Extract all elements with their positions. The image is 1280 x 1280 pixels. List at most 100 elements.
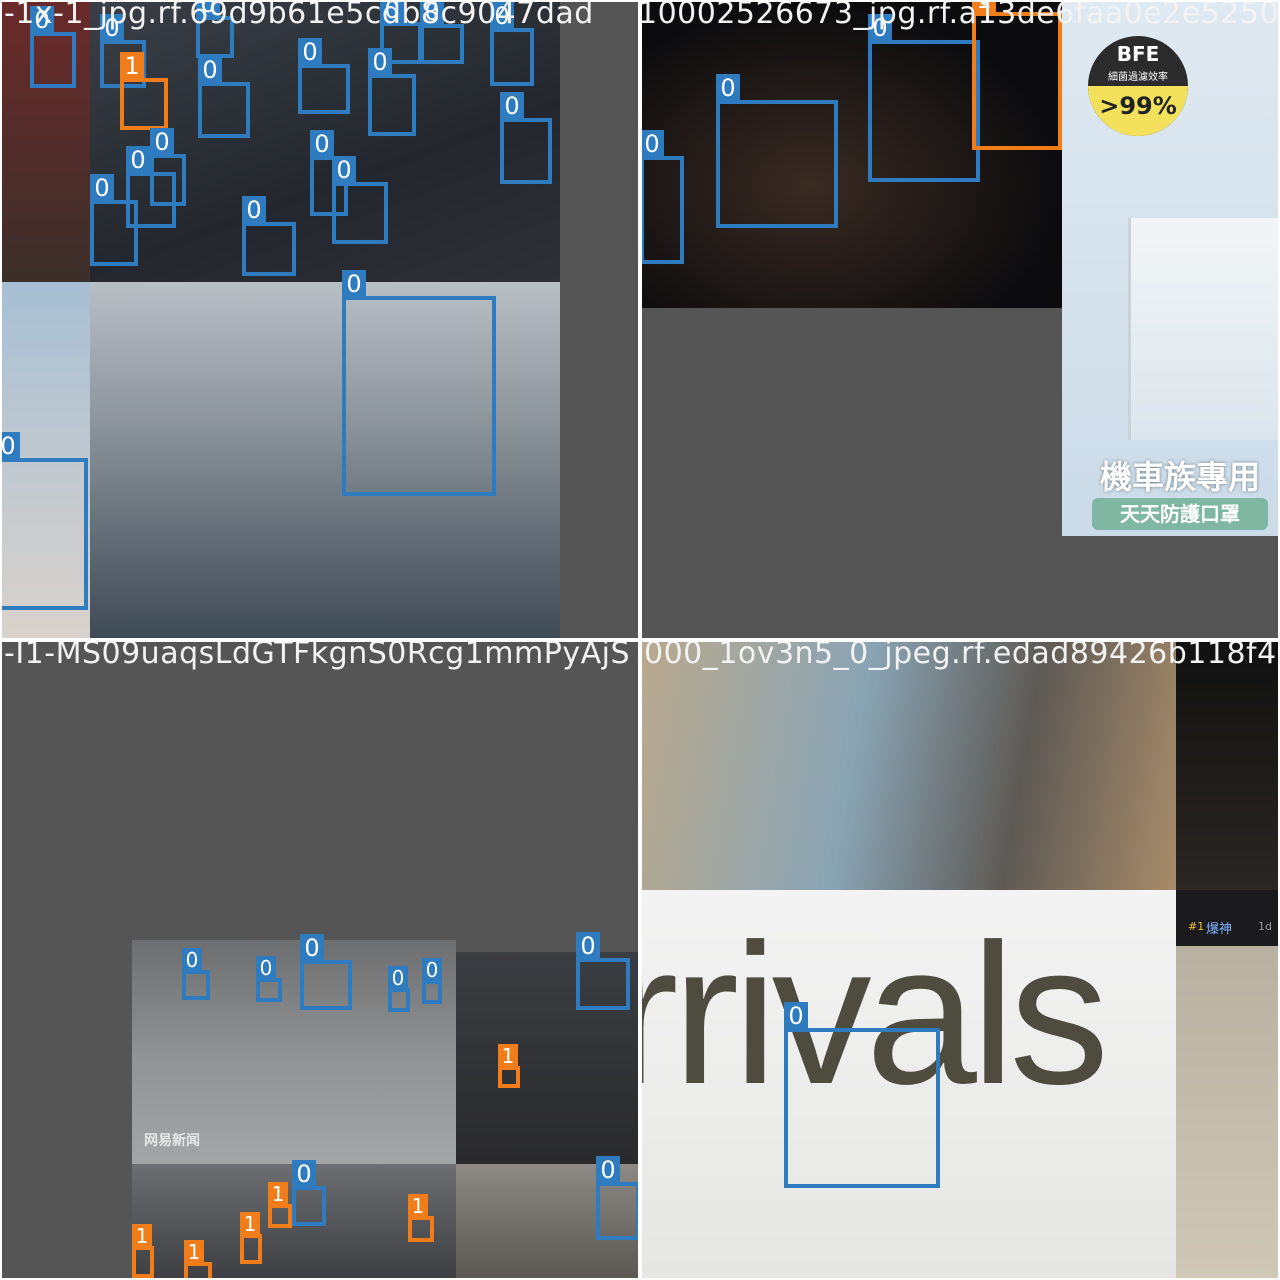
tile-filename: -I1-MS09uaqsLdGTFkgnS0Rcg1mmPyAjS	[4, 642, 630, 671]
class-label: 1	[498, 1044, 518, 1068]
bfe-value: >99%	[1099, 92, 1177, 120]
detection-box: 0	[300, 934, 352, 1010]
detection-box: 0	[422, 958, 442, 1004]
class-label: 0	[90, 174, 114, 202]
class-label: 0	[642, 130, 664, 158]
bfe-subtitle: 細菌過濾效率	[1108, 72, 1168, 83]
detection-box: 0	[2, 432, 88, 610]
detection-box: 0	[198, 56, 250, 138]
class-label: 0	[784, 1002, 808, 1030]
class-label: 0	[342, 270, 366, 298]
detection-box: 0	[182, 948, 210, 1000]
class-label: 0	[300, 934, 324, 962]
class-label: 0	[126, 146, 150, 174]
class-label: 0	[368, 48, 392, 76]
tile-filename: -1x-1_jpg.rf.69d9b61e5cdb8c9047dad	[4, 2, 594, 31]
subway-photo	[90, 282, 560, 638]
detection-box: 0	[342, 270, 496, 496]
detection-box: 1	[120, 52, 168, 130]
class-label: 0	[100, 14, 124, 42]
class-label: 0	[150, 128, 174, 156]
detection-box: 0	[388, 966, 410, 1012]
mosaic-tile-bottom-left: 网易新闻 -I1-MS09uaqsLdGTFkgnS0Rcg1mmPyAjS 0…	[2, 642, 638, 1278]
detection-box: 0	[90, 174, 138, 266]
mask-advert-photo: BFE 細菌過濾效率 >99% 機車族專用 天天防護口罩	[1062, 2, 1278, 536]
class-label: 0	[420, 2, 444, 26]
night-street-photo	[642, 2, 1062, 308]
forum-user: 爆神	[1206, 922, 1233, 937]
mask-package	[1128, 218, 1278, 440]
class-label: 0	[716, 74, 740, 102]
detection-box: 0	[310, 130, 348, 216]
forum-age: 1d	[1258, 920, 1272, 933]
ad-headline: 機車族專用	[1099, 458, 1260, 496]
detection-box: 0	[642, 130, 684, 264]
class-label: 0	[388, 966, 408, 990]
detection-box: 0	[420, 2, 464, 64]
detection-box: 0	[150, 128, 186, 206]
detection-box: 0	[596, 1156, 638, 1240]
blanket-photo	[642, 642, 1176, 890]
class-label: 1	[132, 1224, 152, 1248]
detection-box: 0	[716, 74, 838, 228]
class-label: 1	[184, 1240, 204, 1264]
detection-box: 0	[332, 156, 388, 244]
forum-rank: #1	[1188, 920, 1205, 933]
class-label: 0	[576, 932, 600, 960]
class-label: 0	[310, 130, 334, 158]
class-label: 0	[292, 1160, 316, 1188]
forum-screenshot-photo: #1 爆神 1d	[1176, 890, 1278, 1278]
class-label: 0	[198, 56, 222, 84]
class-label: 0	[196, 2, 220, 18]
class-label: 0	[298, 38, 322, 66]
detection-box: 1	[268, 1182, 292, 1228]
detection-box: 0	[368, 48, 416, 136]
class-label: 1	[408, 1194, 428, 1218]
class-label: 0	[500, 92, 524, 120]
arcade-photo	[456, 952, 638, 1164]
detection-box: 1	[408, 1194, 434, 1242]
detection-box: 0	[256, 956, 282, 1002]
class-label: 0	[596, 1156, 620, 1184]
detection-box: 0	[784, 1002, 940, 1188]
class-label: 0	[182, 948, 202, 972]
class-label: 0	[2, 432, 20, 460]
detection-box: 0	[298, 38, 350, 114]
class-label: 1	[240, 1212, 260, 1236]
detection-box: 0	[576, 932, 630, 1010]
detection-box: 1	[972, 2, 1062, 150]
mosaic-tile-top-right: BFE 細菌過濾效率 >99% 機車族專用 天天防護口罩 10002526673…	[642, 2, 1278, 638]
class-label: 1	[268, 1182, 288, 1206]
detection-box: 0	[242, 196, 296, 276]
detection-box: 0	[500, 92, 552, 184]
bfe-badge: BFE 細菌過濾效率 >99%	[1088, 36, 1188, 136]
class-label: 0	[256, 956, 276, 980]
arrivals-photo: rrivals	[642, 890, 1176, 1278]
detection-box: 0	[490, 2, 534, 86]
detection-box: 0	[380, 2, 422, 64]
class-label: 0	[380, 2, 404, 24]
class-label: 0	[422, 958, 442, 982]
ad-subline: 天天防護口罩	[1092, 498, 1268, 530]
detection-box: 1	[498, 1044, 520, 1088]
class-label: 0	[242, 196, 266, 224]
detection-box: 1	[132, 1224, 154, 1278]
watermark: 网易新闻	[144, 1133, 200, 1149]
dark-sign-photo	[1176, 642, 1278, 890]
class-label: 0	[868, 14, 892, 42]
class-label: 0	[332, 156, 356, 184]
mosaic-tile-top-left: -1x-1_jpg.rf.69d9b61e5cdb8c9047dad 0 0 1…	[2, 2, 638, 638]
arrivals-sign: rrivals	[642, 903, 1109, 1126]
detection-box: 1	[240, 1212, 262, 1264]
detection-box: 1	[184, 1240, 212, 1278]
detection-box: 0	[30, 6, 76, 88]
mosaic-tile-bottom-right: rrivals #1 爆神 1d 000_1ov3n5_0_jpeg.rf.ed…	[642, 642, 1278, 1278]
class-label: 0	[490, 2, 514, 30]
class-label: 1	[120, 52, 144, 80]
class-label: 1	[972, 2, 996, 14]
bfe-title: BFE	[1116, 42, 1160, 66]
tile-filename: 10002526673_jpg.rf.a13de6faa0e2e5250	[642, 2, 1278, 31]
tile-filename: 000_1ov3n5_0_jpeg.rf.edad89426b118f4	[644, 642, 1277, 671]
class-label: 0	[30, 6, 54, 34]
detection-box: 0	[868, 14, 980, 182]
